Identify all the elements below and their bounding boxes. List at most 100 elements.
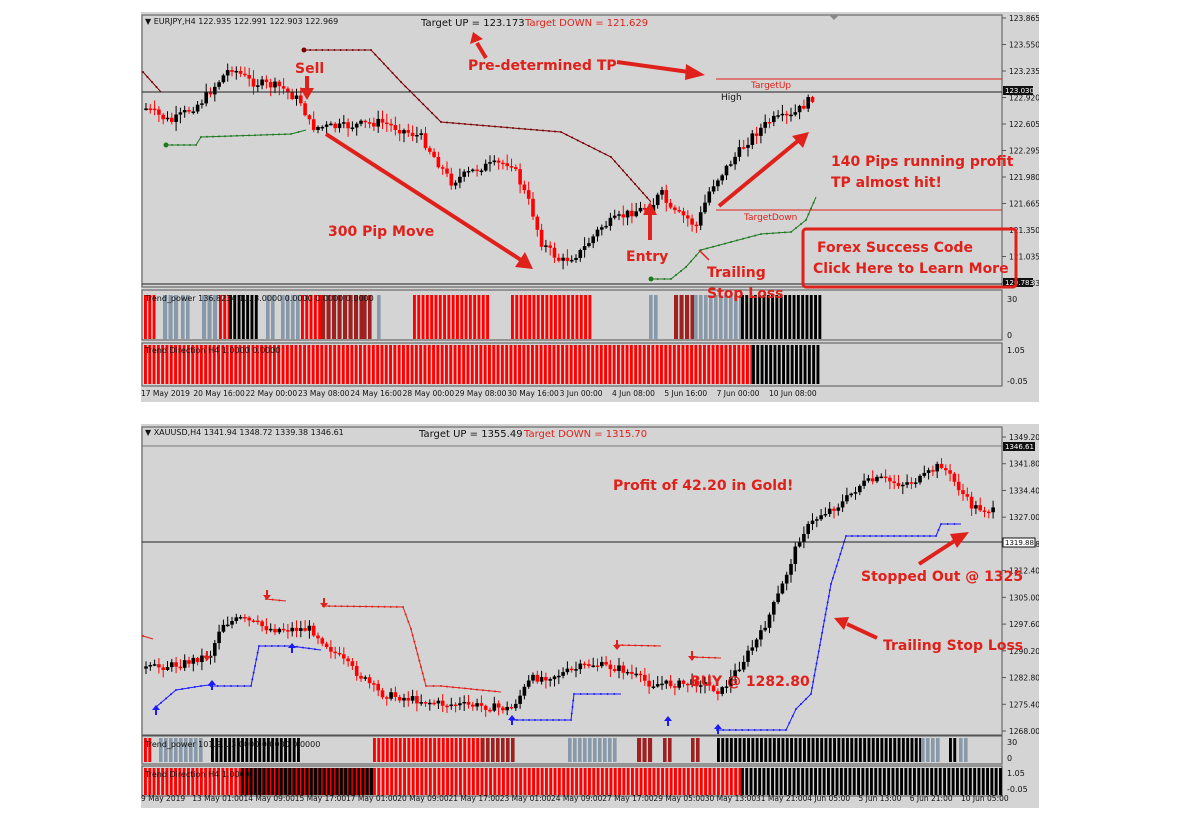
candle-body bbox=[582, 663, 587, 666]
indicator-bar bbox=[578, 345, 582, 384]
trend-direction-level-high: 1.05 bbox=[1007, 346, 1025, 355]
trail-red-4 bbox=[690, 656, 722, 659]
indicator-bar bbox=[337, 295, 342, 339]
indicator-bar bbox=[919, 738, 922, 762]
indicator-bar bbox=[953, 738, 957, 762]
indicator-bar bbox=[440, 345, 444, 384]
candle-body bbox=[346, 122, 350, 129]
trail-blue-early-dot bbox=[200, 685, 202, 687]
candle-body bbox=[479, 170, 484, 173]
trail-red-2-dot bbox=[334, 605, 337, 608]
trail-up-dot bbox=[742, 237, 744, 240]
indicator-bar bbox=[724, 345, 728, 384]
trail-red-2-dot bbox=[482, 689, 484, 692]
trailing-pointer bbox=[698, 249, 710, 261]
indicator-bar bbox=[441, 768, 445, 795]
cta-box[interactable] bbox=[801, 227, 1018, 289]
indicator-bar bbox=[219, 738, 223, 762]
trail-blue-main-dot bbox=[812, 680, 815, 683]
trail-red-3-dot bbox=[621, 644, 624, 647]
time-axis: 17 May 2019 20 May 16:00 22 May 00:00 23 Ma… bbox=[141, 389, 817, 398]
indicator-bar bbox=[556, 345, 560, 384]
candle-body bbox=[931, 470, 935, 472]
candle-body bbox=[191, 111, 196, 114]
indicator-bar bbox=[690, 295, 695, 339]
trail-down-dot bbox=[400, 81, 402, 83]
indicator-bar bbox=[322, 768, 326, 795]
cta-line-2[interactable]: Click Here to Learn More bbox=[813, 261, 1009, 277]
indicator-bar bbox=[685, 345, 689, 384]
indicator-bar bbox=[893, 738, 897, 762]
trail-down-dot bbox=[548, 130, 550, 132]
trail-blue-early-dot bbox=[270, 645, 273, 647]
trail-blue-2-dot bbox=[528, 719, 530, 721]
indicator-bar bbox=[247, 768, 251, 795]
trail-blue-2-dot bbox=[570, 719, 572, 721]
xauusd-chart-panel: 1349.20 1341.80 1334.40 1327.00 1319.88 1312.… bbox=[141, 424, 1039, 808]
indicator-bar bbox=[381, 738, 385, 762]
trail-red-2-dot bbox=[488, 689, 490, 692]
candle-body bbox=[703, 682, 707, 686]
candle-body bbox=[264, 79, 269, 83]
buy-annotation: BUY @ 1282.80 bbox=[690, 674, 810, 690]
indicator-bar bbox=[897, 738, 901, 762]
candle-body bbox=[170, 117, 174, 123]
trail-red-2-dot bbox=[452, 686, 454, 689]
indicator-bar bbox=[809, 768, 813, 795]
trail-down-dot bbox=[646, 196, 648, 199]
candle-body bbox=[535, 674, 540, 682]
indicator-bar bbox=[549, 768, 553, 795]
trail-blue-main-dot bbox=[863, 535, 865, 537]
trail-blue-main-dot bbox=[800, 703, 802, 705]
indicator-bar bbox=[178, 768, 182, 795]
indicator-bar bbox=[724, 295, 728, 339]
indicator-bar bbox=[575, 295, 579, 339]
indicator-bar bbox=[528, 295, 532, 339]
indicator-bar bbox=[262, 738, 266, 762]
trail-down-dot bbox=[435, 116, 438, 119]
indicator-bar bbox=[764, 345, 768, 384]
trail-down-dot bbox=[518, 127, 520, 130]
indicator-bar bbox=[208, 345, 212, 384]
trailing-annotation-2: Stop Loss bbox=[707, 286, 784, 302]
indicator-bar bbox=[354, 295, 359, 339]
indicator-bar bbox=[385, 738, 389, 762]
candle-body bbox=[823, 513, 828, 516]
indicator-bar bbox=[999, 768, 1002, 795]
price-tick-label: 1305.00 bbox=[1009, 593, 1039, 602]
trail-blue-early-dot bbox=[193, 686, 196, 688]
indicator-bar bbox=[273, 345, 276, 384]
candle-body bbox=[630, 210, 634, 217]
indicator-bar bbox=[241, 295, 245, 339]
candle-body bbox=[260, 621, 264, 627]
trail-blue-main-dot bbox=[722, 729, 725, 731]
indicator-bar bbox=[925, 768, 929, 795]
candle-body bbox=[247, 617, 251, 621]
trail-up-dot bbox=[736, 239, 738, 242]
trail-down-dot bbox=[565, 133, 568, 136]
indicator-bar bbox=[777, 738, 781, 762]
indicator-bar bbox=[493, 768, 497, 795]
trail-red-2-dot bbox=[464, 687, 466, 690]
indicator-bar bbox=[926, 738, 930, 762]
candle-body bbox=[187, 660, 191, 664]
candle-body bbox=[625, 210, 630, 218]
indicator-bar bbox=[553, 768, 557, 795]
indicator-bar bbox=[685, 295, 690, 339]
indicator-bar bbox=[865, 768, 869, 795]
indicator-bar bbox=[320, 345, 324, 384]
candle-body bbox=[591, 665, 595, 668]
candle-body bbox=[974, 505, 978, 509]
indicator-bar bbox=[365, 768, 369, 795]
indicator-bar bbox=[223, 738, 227, 762]
candle-body bbox=[591, 236, 595, 244]
cta-line-1[interactable]: Forex Success Code bbox=[817, 240, 973, 256]
candle-body bbox=[389, 692, 393, 699]
indicator-bar bbox=[784, 295, 787, 339]
trail-red-4-dot bbox=[714, 656, 716, 659]
candle-body bbox=[208, 92, 213, 95]
indicator-bar bbox=[947, 768, 951, 795]
indicator-bar bbox=[511, 295, 514, 339]
indicator-bar bbox=[285, 345, 289, 384]
trail-red-2-dot bbox=[395, 605, 398, 608]
